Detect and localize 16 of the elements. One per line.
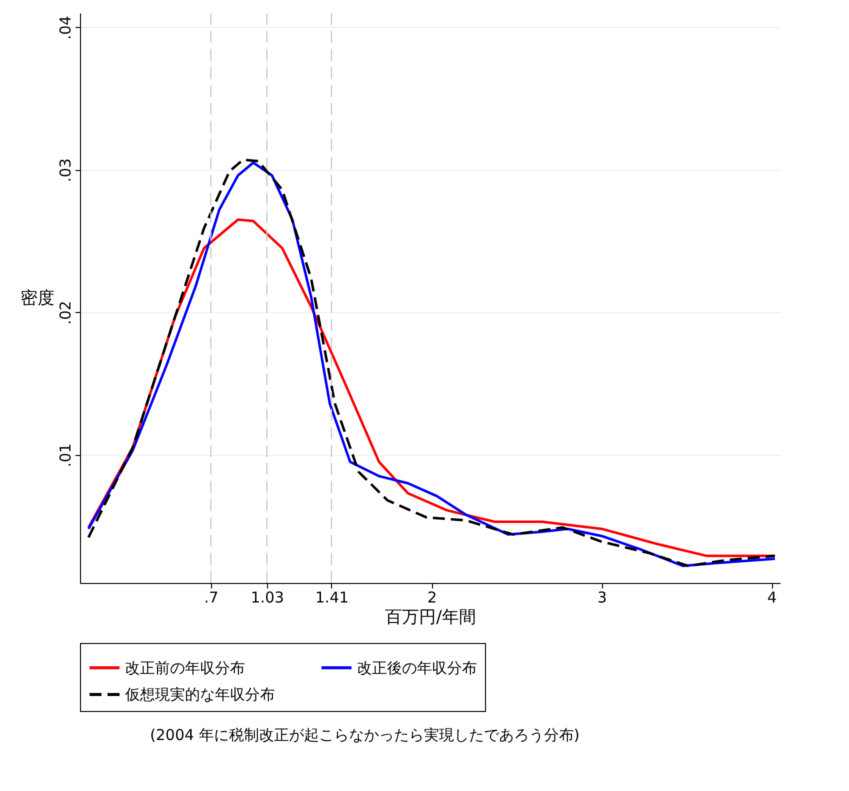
legend-label: 改正後の年収分布 xyxy=(357,658,477,677)
x-axis-title: 百万円/年間 xyxy=(385,608,476,628)
legend-label: 仮想現実的な年収分布 xyxy=(124,686,275,704)
x-tick-label: 1.03 xyxy=(250,588,284,606)
y-tick-label: .02 xyxy=(56,300,74,325)
y-tick-label: .04 xyxy=(56,16,74,40)
x-tick-label: 1.41 xyxy=(315,588,349,606)
y-axis-title: 密度 xyxy=(20,288,54,308)
x-tick-label: .7 xyxy=(204,588,218,606)
text: (2004 年に税制改正が起こらなかったら実現したであろう分布) xyxy=(150,726,581,745)
x-tick-label: 4 xyxy=(767,588,777,606)
x-tick-label: 2 xyxy=(427,588,437,606)
y-tick-label: .01 xyxy=(56,443,74,468)
y-tick-label: .03 xyxy=(56,158,74,182)
x-tick-label: 3 xyxy=(597,588,607,606)
legend-label: 改正前の年収分布 xyxy=(125,658,245,677)
